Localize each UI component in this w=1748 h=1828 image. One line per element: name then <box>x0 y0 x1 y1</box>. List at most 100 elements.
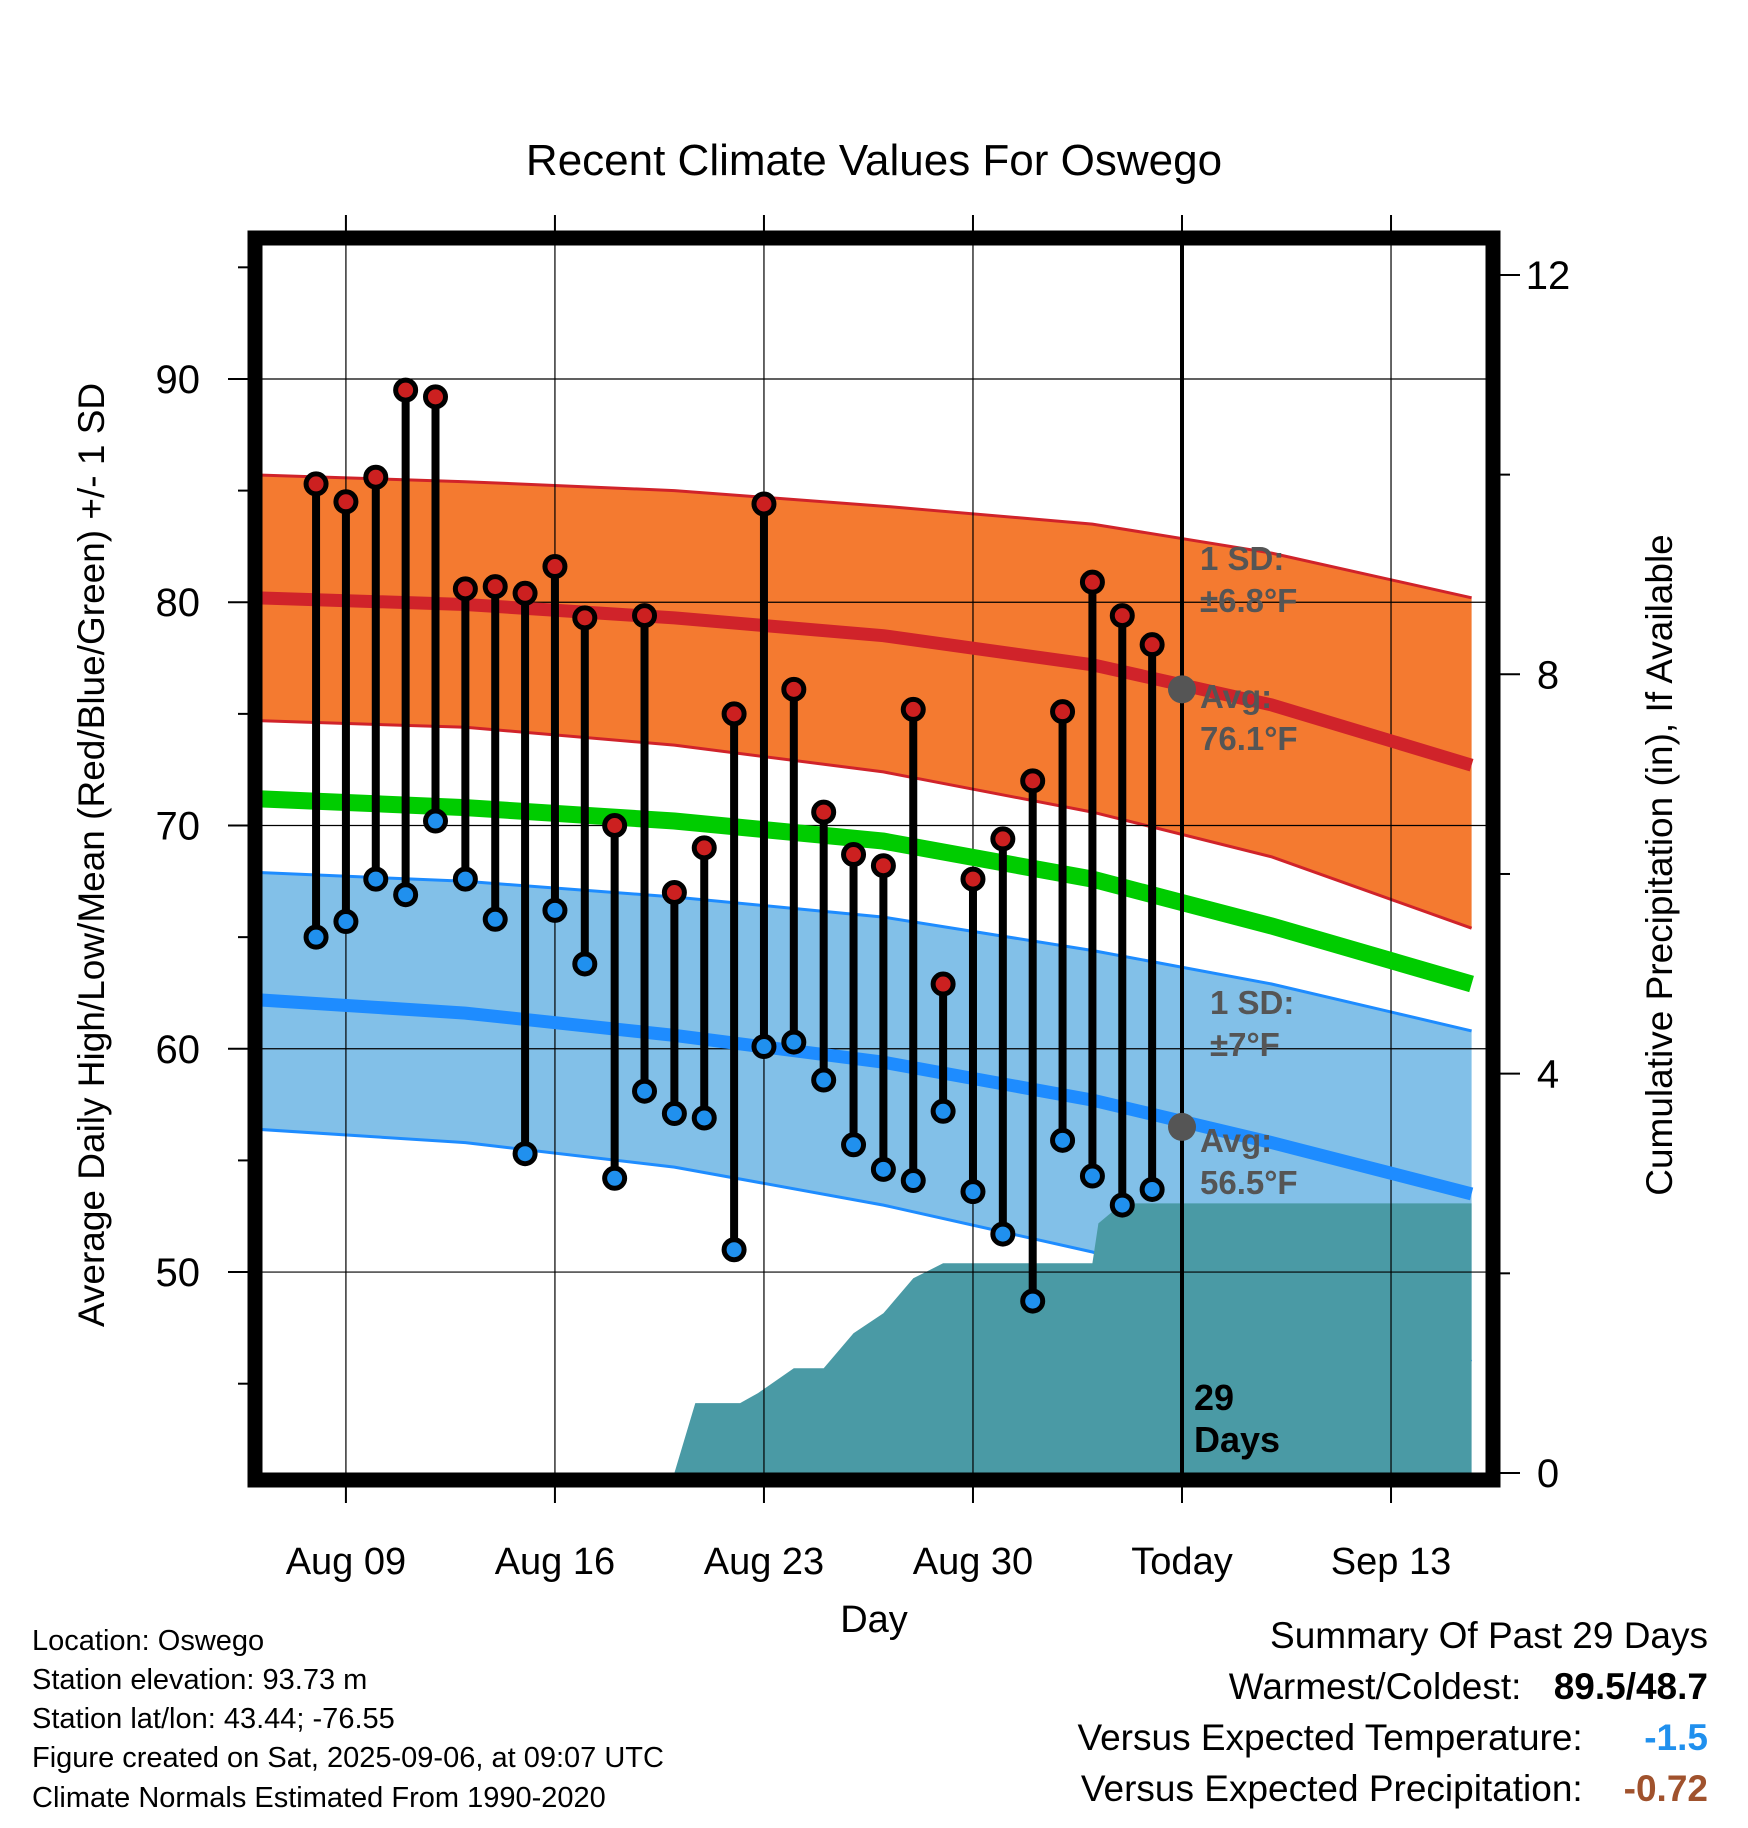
high-point <box>452 576 478 602</box>
high-avg-label: Avg: <box>1200 678 1272 715</box>
low-point <box>512 1141 538 1167</box>
y-tick-label: 60 <box>156 1028 201 1072</box>
x-tick-label: Aug 16 <box>495 1541 615 1583</box>
x-tick-label: Today <box>1131 1541 1232 1583</box>
plot-frame <box>247 230 1501 1488</box>
high-point <box>661 879 687 905</box>
high-point <box>1109 603 1135 629</box>
summary-warmest-coldest: Warmest/Coldest: 89.5/48.7 <box>1229 1666 1708 1708</box>
low-point <box>333 909 359 935</box>
today-marker <box>1168 1112 1196 1141</box>
high-point <box>1050 699 1076 725</box>
x-tick-label: Aug 23 <box>704 1541 824 1583</box>
high-point <box>602 813 628 839</box>
precipitation-area <box>674 1203 1472 1473</box>
low-point <box>1109 1192 1135 1218</box>
low-point <box>960 1179 986 1205</box>
summary-temperature: Versus Expected Temperature: -1.5 <box>1077 1717 1708 1759</box>
high-point <box>691 835 717 861</box>
low-point <box>303 924 329 950</box>
warmest-value: 89.5 <box>1553 1666 1626 1707</box>
high-point <box>870 853 896 879</box>
low-point <box>930 1098 956 1124</box>
high-upper-line <box>262 473 1472 600</box>
x-tick-label: Aug 09 <box>286 1541 406 1583</box>
low-point <box>393 882 419 908</box>
high-point <box>393 377 419 403</box>
high-point <box>990 826 1016 852</box>
low-point <box>841 1132 867 1158</box>
footer-elevation: Station elevation: 93.73 m <box>32 1664 368 1696</box>
y2-axis-label: Cumulative Precipitation (in), If Availa… <box>1639 534 1680 1196</box>
high-sd-label: 1 SD: <box>1200 540 1284 577</box>
y2-tick-label: 12 <box>1526 254 1571 298</box>
y-tick-label: 90 <box>156 358 201 402</box>
footer-normals: Climate Normals Estimated From 1990-2020 <box>32 1782 606 1814</box>
high-point <box>930 971 956 997</box>
low-point <box>482 906 508 932</box>
high-point <box>900 696 926 722</box>
warm-cold-label: Warmest/Coldest: <box>1228 1666 1522 1707</box>
low-point <box>721 1237 747 1263</box>
high-point <box>1079 569 1105 595</box>
high-sd-band <box>262 475 1472 929</box>
high-point <box>721 701 747 727</box>
chart-title: Recent Climate Values For Oswego <box>526 136 1222 185</box>
coldest-value: 48.7 <box>1635 1666 1708 1707</box>
low-point <box>572 951 598 977</box>
low-point <box>870 1156 896 1182</box>
x-axis-label: Day <box>840 1599 908 1641</box>
low-avg-value: 56.5°F <box>1200 1164 1298 1201</box>
y-axis-label: Average Daily High/Low/Mean (Red/Blue/Gr… <box>71 383 112 1327</box>
y-tick-label: 80 <box>156 581 201 625</box>
summary-precipitation: Versus Expected Precipitation: -0.72 <box>1081 1768 1708 1810</box>
high-point <box>303 471 329 497</box>
plot-interior: 1 SD: ±6.8°F Avg: 76.1°F 1 SD: ±7°F Avg: 56.5°F… <box>262 245 1486 1473</box>
y2-tick-label: 0 <box>1537 1452 1559 1496</box>
low-point <box>1079 1163 1105 1189</box>
today-marker <box>1168 675 1196 704</box>
low-point <box>811 1067 837 1093</box>
y-tick-label: 50 <box>156 1251 201 1295</box>
high-point <box>423 384 448 410</box>
low-point <box>363 866 389 892</box>
low-point <box>632 1078 658 1104</box>
low-point <box>751 1034 777 1060</box>
footer-location: Location: Oswego <box>32 1625 265 1657</box>
precip-label: Versus Expected Precipitation: <box>1080 1768 1583 1809</box>
low-point <box>452 866 478 892</box>
high-point <box>572 605 598 631</box>
plot-area: 1 SD: ±6.8°F Avg: 76.1°F 1 SD: ±7°F Avg: 56.5°F… <box>156 215 1571 1583</box>
y2-tick-label: 8 <box>1537 653 1559 697</box>
low-point <box>1020 1288 1046 1314</box>
high-point <box>960 866 986 892</box>
low-point <box>661 1101 687 1127</box>
low-point <box>691 1105 717 1131</box>
summary-title: Summary Of Past 29 Days <box>1270 1615 1708 1656</box>
precip-value: -0.72 <box>1623 1768 1708 1809</box>
y2-tick-label: 4 <box>1537 1053 1559 1097</box>
y-tick-label: 70 <box>156 805 201 849</box>
temp-label: Versus Expected Temperature: <box>1077 1717 1583 1758</box>
warm-cold-separator: / <box>1625 1666 1636 1707</box>
high-point <box>841 842 867 868</box>
high-sd-value: ±6.8°F <box>1200 582 1297 619</box>
high-point <box>542 554 568 580</box>
high-point <box>1139 632 1165 658</box>
low-point <box>1050 1127 1076 1153</box>
low-sd-value: ±7°F <box>1210 1026 1280 1063</box>
low-point <box>1139 1176 1165 1202</box>
high-point <box>632 603 658 629</box>
low-avg-label: Avg: <box>1200 1122 1272 1159</box>
high-point <box>482 574 508 600</box>
low-point <box>990 1221 1016 1247</box>
high-avg-value: 76.1°F <box>1200 720 1298 757</box>
high-point <box>333 489 359 515</box>
low-point <box>602 1165 628 1191</box>
low-point <box>781 1029 807 1055</box>
high-point <box>512 580 538 606</box>
high-point <box>363 464 389 490</box>
x-tick-label: Sep 13 <box>1331 1541 1451 1583</box>
temp-value: -1.5 <box>1644 1717 1708 1758</box>
